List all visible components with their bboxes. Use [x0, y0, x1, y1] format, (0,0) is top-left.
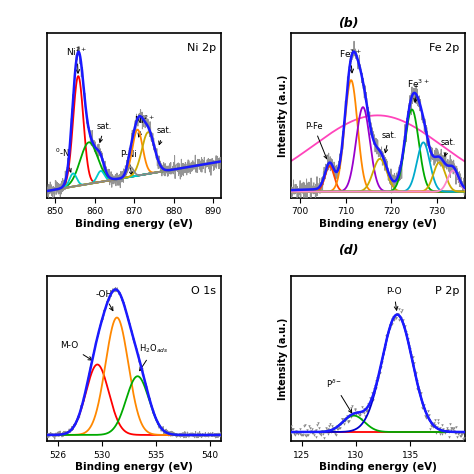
Text: (b): (b)	[338, 17, 359, 29]
Text: P$^{\delta-}$: P$^{\delta-}$	[326, 378, 352, 413]
Text: M-O: M-O	[60, 341, 92, 360]
Text: sat.: sat.	[382, 131, 397, 153]
X-axis label: Binding energy (eV): Binding energy (eV)	[319, 219, 437, 229]
Text: sat.: sat.	[156, 126, 172, 145]
X-axis label: Binding energy (eV): Binding energy (eV)	[319, 462, 437, 472]
Text: Ni$^{2+}$: Ni$^{2+}$	[66, 46, 88, 73]
Y-axis label: Intensity (a.u.): Intensity (a.u.)	[278, 318, 288, 400]
Text: Ni$^{2+}$: Ni$^{2+}$	[134, 114, 155, 137]
Y-axis label: Intensity (a.u.): Intensity (a.u.)	[278, 74, 288, 156]
Text: P-Ni: P-Ni	[120, 150, 137, 175]
Text: Fe 2p: Fe 2p	[429, 43, 459, 53]
Text: O 1s: O 1s	[191, 286, 216, 296]
Text: Fe$^{3+}$: Fe$^{3+}$	[408, 77, 430, 102]
Text: sat.: sat.	[441, 138, 456, 156]
Text: Ni 2p: Ni 2p	[187, 43, 216, 53]
Text: P-Fe: P-Fe	[305, 122, 327, 159]
Text: (d): (d)	[338, 244, 359, 257]
Text: P 2p: P 2p	[435, 286, 459, 296]
Text: P-O: P-O	[386, 287, 402, 310]
X-axis label: Binding energy (eV): Binding energy (eV)	[75, 462, 193, 472]
Text: sat.: sat.	[97, 122, 112, 142]
X-axis label: Binding energy (eV): Binding energy (eV)	[75, 219, 193, 229]
Text: -OH: -OH	[95, 290, 113, 310]
Text: $^{0}$-Ni: $^{0}$-Ni	[55, 147, 72, 172]
Text: Fe$^{3+}$: Fe$^{3+}$	[339, 48, 362, 73]
Text: H$_2$O$_{ads}$: H$_2$O$_{ads}$	[139, 343, 168, 371]
